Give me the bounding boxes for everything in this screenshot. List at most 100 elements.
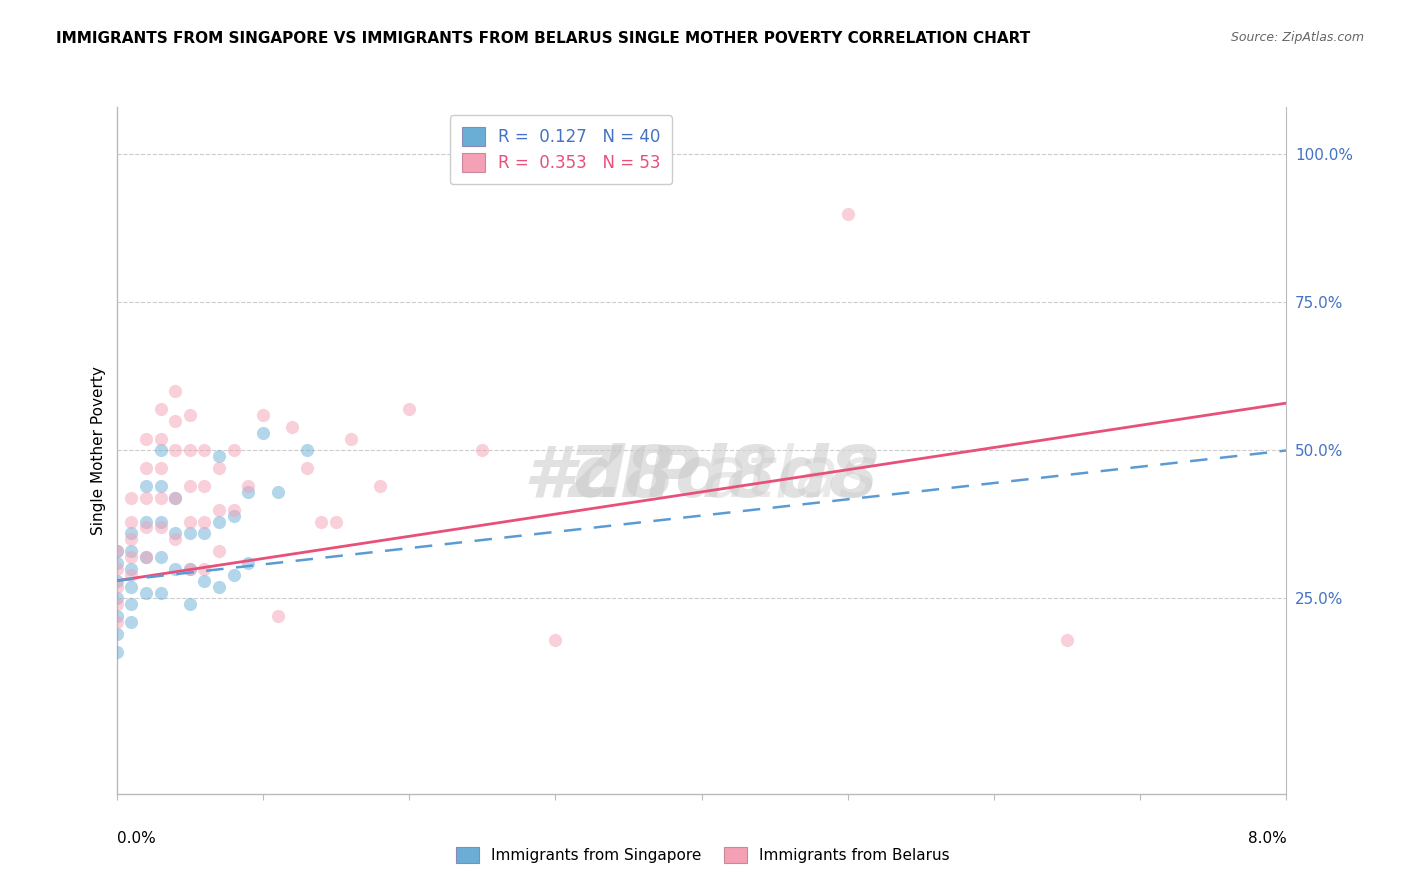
Point bbox=[266, 484, 288, 499]
Point bbox=[222, 508, 245, 523]
Point bbox=[193, 562, 215, 576]
Point bbox=[165, 491, 187, 505]
Point bbox=[238, 484, 260, 499]
Point bbox=[471, 443, 494, 458]
Legend: R =  0.127   N = 40, R =  0.353   N = 53: R = 0.127 N = 40, R = 0.353 N = 53 bbox=[450, 115, 672, 184]
Point bbox=[837, 206, 859, 220]
Y-axis label: Single Mother Poverty: Single Mother Poverty bbox=[90, 366, 105, 535]
Point bbox=[105, 609, 128, 624]
Point bbox=[135, 585, 157, 599]
Point bbox=[120, 549, 142, 564]
Point bbox=[208, 544, 231, 558]
Point bbox=[120, 562, 142, 576]
Point bbox=[165, 491, 187, 505]
Point bbox=[135, 461, 157, 475]
Point bbox=[149, 515, 172, 529]
Point bbox=[208, 515, 231, 529]
Point bbox=[193, 526, 215, 541]
Point bbox=[135, 549, 157, 564]
Point bbox=[368, 479, 391, 493]
Text: #d8d8d8: #d8d8d8 bbox=[523, 443, 880, 512]
Point bbox=[266, 609, 288, 624]
Point bbox=[149, 402, 172, 417]
Legend: Immigrants from Singapore, Immigrants from Belarus: Immigrants from Singapore, Immigrants fr… bbox=[449, 839, 957, 871]
Point bbox=[208, 580, 231, 594]
Point bbox=[149, 491, 172, 505]
Point bbox=[325, 515, 347, 529]
Point bbox=[179, 562, 201, 576]
Point bbox=[120, 615, 142, 630]
Point bbox=[120, 580, 142, 594]
Point bbox=[135, 479, 157, 493]
Point bbox=[105, 591, 128, 606]
Point bbox=[179, 526, 201, 541]
Text: atlas: atlas bbox=[702, 443, 876, 512]
Point bbox=[208, 450, 231, 464]
Point bbox=[135, 520, 157, 534]
Point bbox=[105, 562, 128, 576]
Point bbox=[120, 491, 142, 505]
Point bbox=[120, 544, 142, 558]
Point bbox=[1056, 632, 1078, 647]
Point bbox=[120, 515, 142, 529]
Point bbox=[105, 544, 128, 558]
Point bbox=[149, 549, 172, 564]
Point bbox=[149, 585, 172, 599]
Point bbox=[149, 432, 172, 446]
Text: IMMIGRANTS FROM SINGAPORE VS IMMIGRANTS FROM BELARUS SINGLE MOTHER POVERTY CORRE: IMMIGRANTS FROM SINGAPORE VS IMMIGRANTS … bbox=[56, 31, 1031, 46]
Point bbox=[179, 562, 201, 576]
Point bbox=[165, 533, 187, 547]
Point bbox=[238, 556, 260, 570]
Point bbox=[238, 479, 260, 493]
Point bbox=[193, 515, 215, 529]
Point bbox=[105, 645, 128, 659]
Point bbox=[135, 515, 157, 529]
Point bbox=[311, 515, 333, 529]
Point bbox=[193, 479, 215, 493]
Point bbox=[135, 432, 157, 446]
Point bbox=[165, 443, 187, 458]
Text: 8.0%: 8.0% bbox=[1247, 831, 1286, 846]
Point bbox=[222, 567, 245, 582]
Point bbox=[165, 414, 187, 428]
Point bbox=[252, 425, 274, 440]
Point bbox=[281, 419, 304, 434]
Point bbox=[179, 479, 201, 493]
Point bbox=[120, 567, 142, 582]
Point bbox=[179, 443, 201, 458]
Point bbox=[208, 502, 231, 516]
Point bbox=[120, 598, 142, 612]
Point bbox=[105, 556, 128, 570]
Point bbox=[252, 408, 274, 422]
Point bbox=[149, 520, 172, 534]
Point bbox=[105, 544, 128, 558]
Point bbox=[193, 574, 215, 588]
Point bbox=[339, 432, 361, 446]
Point bbox=[222, 502, 245, 516]
Text: ZIP: ZIP bbox=[569, 443, 702, 512]
Point bbox=[120, 533, 142, 547]
Point bbox=[105, 580, 128, 594]
Point bbox=[149, 479, 172, 493]
Point bbox=[105, 574, 128, 588]
Point bbox=[165, 384, 187, 399]
Point bbox=[165, 526, 187, 541]
Point bbox=[179, 515, 201, 529]
Point bbox=[398, 402, 420, 417]
Text: 0.0%: 0.0% bbox=[117, 831, 156, 846]
Point bbox=[149, 461, 172, 475]
Point bbox=[105, 598, 128, 612]
Point bbox=[105, 627, 128, 641]
Point bbox=[105, 615, 128, 630]
Point bbox=[179, 408, 201, 422]
Point bbox=[120, 526, 142, 541]
Point bbox=[295, 461, 318, 475]
Point bbox=[208, 461, 231, 475]
Text: Source: ZipAtlas.com: Source: ZipAtlas.com bbox=[1230, 31, 1364, 45]
Point bbox=[149, 443, 172, 458]
Point bbox=[544, 632, 567, 647]
Point bbox=[135, 549, 157, 564]
Point bbox=[222, 443, 245, 458]
Point bbox=[135, 491, 157, 505]
Point bbox=[193, 443, 215, 458]
